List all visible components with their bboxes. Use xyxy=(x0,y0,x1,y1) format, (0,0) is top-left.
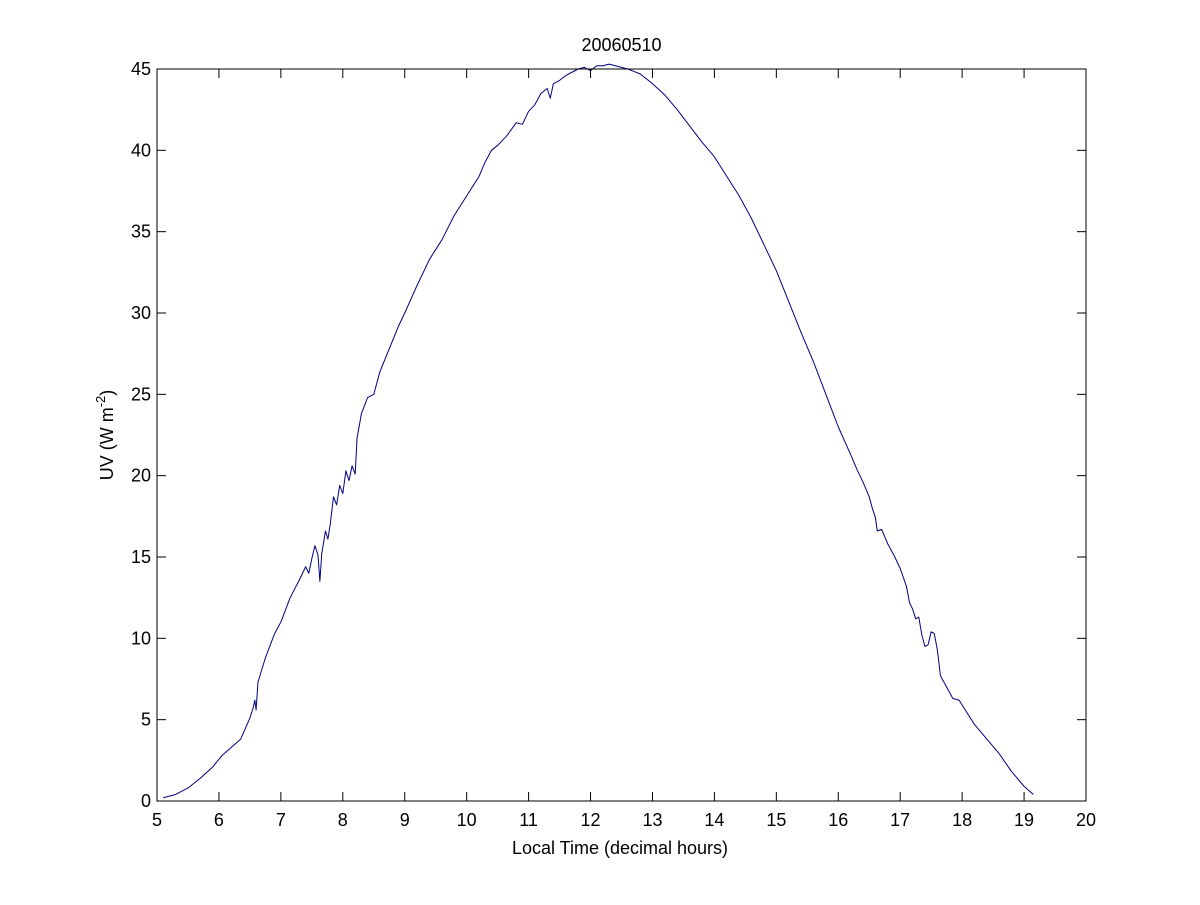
series-layer xyxy=(163,63,1034,799)
x-tick-label: 5 xyxy=(152,810,162,830)
axis-tick-labels: 5 6 7 8 9 10 11 12 13 14 15 16 17 18 19 200510152025303… xyxy=(131,59,1096,830)
y-axis-label-close: ) xyxy=(97,390,117,396)
y-axis-label: UV (W m-2) xyxy=(93,390,117,481)
y-tick-label: 20 xyxy=(131,466,151,486)
y-tick-label: 45 xyxy=(131,59,151,79)
axis-ticks xyxy=(156,68,1087,802)
y-tick-label: 25 xyxy=(131,384,151,404)
x-tick-label: 19 xyxy=(1014,810,1034,830)
y-tick-label: 35 xyxy=(131,222,151,242)
y-tick-label: 10 xyxy=(131,628,151,648)
x-tick-label: 14 xyxy=(704,810,724,830)
x-tick-label: 18 xyxy=(952,810,972,830)
uv-series-line xyxy=(163,63,1034,799)
y-tick-label: 0 xyxy=(141,791,151,811)
x-tick-label: 20 xyxy=(1076,810,1096,830)
y-tick-label: 30 xyxy=(131,303,151,323)
x-tick-label: 8 xyxy=(338,810,348,830)
plot-frame xyxy=(156,68,1087,802)
x-tick-label: 17 xyxy=(890,810,910,830)
x-tick-label: 9 xyxy=(400,810,410,830)
y-tick-label: 15 xyxy=(131,547,151,567)
y-axis-label-main: UV (W m xyxy=(97,407,117,480)
y-tick-label: 5 xyxy=(141,710,151,730)
x-tick-label: 10 xyxy=(457,810,477,830)
x-tick-label: 13 xyxy=(642,810,662,830)
plot-area xyxy=(157,69,1086,801)
x-tick-label: 12 xyxy=(581,810,601,830)
chart-title: 20060510 xyxy=(581,35,661,55)
x-tick-label: 15 xyxy=(766,810,786,830)
x-tick-label: 16 xyxy=(828,810,848,830)
x-tick-label: 11 xyxy=(519,810,538,830)
x-tick-label: 6 xyxy=(214,810,224,830)
x-tick-label: 7 xyxy=(276,810,286,830)
y-axis-label-superscript: -2 xyxy=(93,396,108,408)
y-tick-label: 40 xyxy=(131,140,151,160)
x-axis-label: Local Time (decimal hours) xyxy=(512,838,728,858)
